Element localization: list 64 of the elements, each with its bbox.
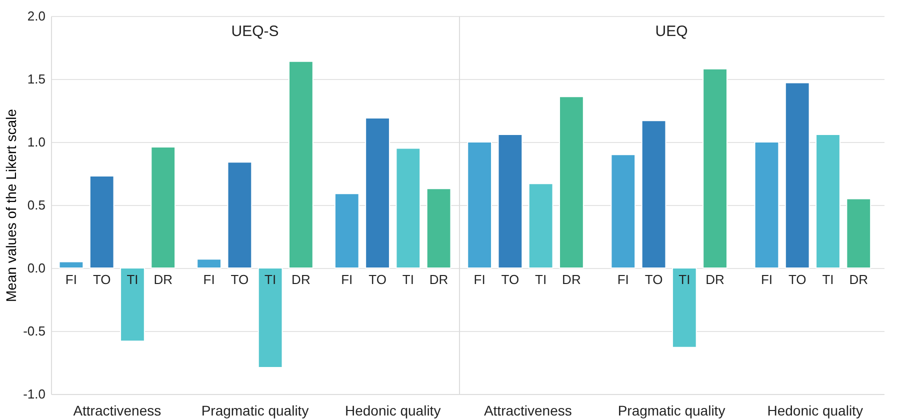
series-label: FI xyxy=(474,272,486,287)
series-label: DR xyxy=(154,272,172,287)
bar xyxy=(610,154,636,268)
bar xyxy=(288,60,314,268)
bar xyxy=(334,193,360,268)
text: FI xyxy=(617,272,629,287)
series-label: DR xyxy=(562,272,581,287)
series-label: TO xyxy=(501,272,520,287)
bar xyxy=(365,118,390,268)
bar xyxy=(754,142,780,268)
x-tick-label: Pragmatic quality xyxy=(201,402,309,418)
bar xyxy=(702,68,728,268)
text: DR xyxy=(849,272,868,287)
bar xyxy=(641,120,666,268)
bar xyxy=(816,134,840,268)
series-label: TI xyxy=(126,272,138,287)
bar xyxy=(120,268,145,342)
series-label: FI xyxy=(65,272,77,287)
bar xyxy=(559,96,584,268)
bar xyxy=(784,82,810,268)
chart-title: UEQ-S xyxy=(231,23,279,40)
bar xyxy=(227,162,252,268)
bar xyxy=(58,261,84,268)
bar xyxy=(498,134,523,268)
x-tick-label: Attractiveness xyxy=(73,402,162,418)
bar xyxy=(89,176,114,268)
text: DR xyxy=(292,272,310,287)
bar xyxy=(846,198,872,268)
text: FI xyxy=(341,272,353,287)
bar xyxy=(467,142,492,268)
series-label: TO xyxy=(92,272,111,287)
x-tick-label: Hedonic quality xyxy=(767,402,863,418)
y-axis-title: Mean values of the Likert scale xyxy=(3,108,20,302)
y-tick-label: 0.0 xyxy=(27,260,46,276)
y-tick-label: -1.0 xyxy=(23,386,46,402)
bar xyxy=(426,188,452,268)
text: TI xyxy=(822,272,834,287)
text: TI xyxy=(678,272,690,287)
bar xyxy=(528,183,554,268)
series-label: TI xyxy=(535,272,547,287)
bar xyxy=(672,268,697,348)
x-tick-label: Attractiveness xyxy=(484,402,572,418)
text: TI xyxy=(264,272,276,287)
y-tick-label: 1.5 xyxy=(27,72,46,86)
text: DR xyxy=(706,272,724,287)
text: TO xyxy=(788,272,806,287)
bar xyxy=(196,258,222,268)
bar xyxy=(396,148,421,268)
text: TO xyxy=(368,272,386,287)
text: TO xyxy=(230,272,249,287)
y-tick-label: 1.0 xyxy=(27,134,46,150)
text: TO xyxy=(644,272,663,287)
text: DR xyxy=(429,272,448,287)
text: TI xyxy=(402,272,414,287)
bar xyxy=(150,146,176,268)
text: FI xyxy=(203,272,215,287)
text: FI xyxy=(760,272,773,287)
y-tick-label: 2.0 xyxy=(27,8,46,24)
x-tick-label: Pragmatic quality xyxy=(618,402,726,418)
x-tick-label: Hedonic quality xyxy=(344,402,441,418)
bar xyxy=(258,268,283,368)
y-tick-label: -0.5 xyxy=(23,324,46,338)
chart-title: UEQ xyxy=(655,23,688,40)
y-tick-label: 0.5 xyxy=(27,198,46,212)
